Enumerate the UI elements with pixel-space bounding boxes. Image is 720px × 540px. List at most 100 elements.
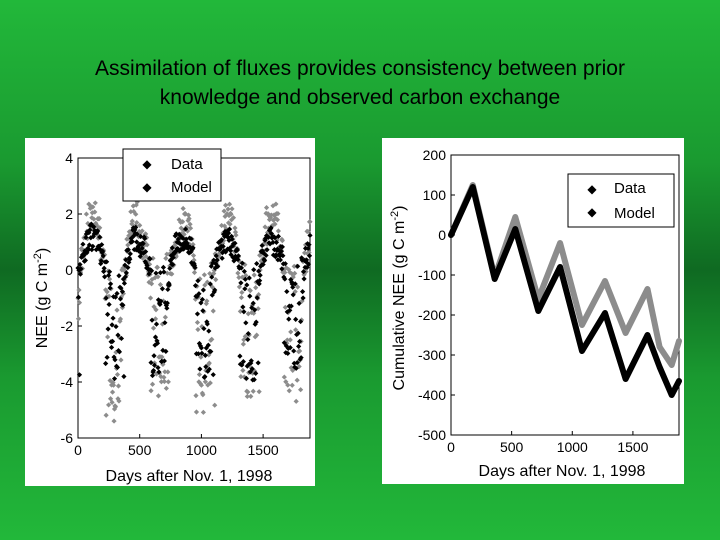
data-point — [78, 266, 84, 272]
data-point — [82, 257, 89, 264]
model-series-line — [448, 184, 682, 398]
data-point — [200, 287, 206, 293]
data-point — [137, 222, 143, 228]
data-point — [259, 242, 265, 249]
data-point — [202, 374, 208, 380]
legend-model-marker: ◆ — [142, 180, 152, 194]
x-axis-ticks: 0 500 1000 1500 — [447, 431, 649, 455]
data-point — [127, 251, 133, 257]
data-point — [133, 211, 139, 217]
data-point — [226, 201, 233, 207]
data-point — [206, 328, 212, 334]
data-point — [184, 242, 191, 249]
data-point — [160, 264, 166, 270]
data-point — [282, 269, 288, 276]
data-point — [301, 276, 307, 282]
data-point — [190, 241, 196, 248]
cumulative-nee-chart: 0 500 1000 1500 -500 -400 -300 -200 -100 0 100 200… — [389, 147, 682, 480]
data-point — [253, 370, 259, 377]
data-point — [141, 250, 147, 256]
data-point — [294, 331, 300, 338]
data-point — [305, 228, 311, 235]
data-point — [210, 308, 216, 314]
y-axis-label-main: NEE (g C m — [34, 263, 51, 348]
data-point — [251, 272, 257, 278]
data-point — [279, 238, 285, 244]
data-point — [191, 269, 198, 276]
data-point — [138, 233, 144, 240]
legend-model-label: Model — [171, 179, 212, 196]
y-tick-label: -100 — [418, 267, 446, 283]
data-point — [278, 248, 284, 254]
data-point — [134, 219, 140, 226]
x-tick-label: 1500 — [248, 442, 279, 458]
x-tick-label: 0 — [74, 442, 82, 458]
data-point — [112, 404, 119, 410]
data-point — [227, 247, 234, 254]
data-point — [296, 343, 302, 349]
data-point — [205, 342, 211, 348]
data-point — [107, 281, 114, 287]
data-point — [295, 263, 301, 269]
y-tick-label: -500 — [418, 427, 446, 443]
data-point — [273, 252, 279, 258]
data-point — [214, 257, 220, 263]
data-point — [235, 270, 241, 276]
x-tick-label: 500 — [500, 439, 524, 455]
data-point — [242, 276, 248, 282]
data-point — [254, 261, 260, 267]
legend-model-label: Model — [614, 205, 655, 222]
legend-box — [567, 173, 675, 228]
y-axis-ticks: -6 -4 -2 0 2 4 — [61, 150, 82, 446]
data-point — [282, 276, 288, 282]
data-point — [287, 269, 293, 275]
data-point — [134, 239, 140, 245]
data-point — [260, 261, 266, 268]
data-point — [91, 224, 97, 230]
data-point — [227, 221, 233, 227]
data-point — [114, 364, 121, 371]
data-point — [184, 240, 190, 246]
data-point — [246, 361, 252, 368]
data-point — [100, 248, 106, 254]
data-point — [176, 231, 182, 237]
data-point — [111, 354, 117, 360]
data-point — [209, 292, 215, 298]
data-point — [104, 289, 110, 295]
data-point — [118, 357, 124, 363]
data-point — [196, 371, 203, 378]
data-point — [101, 268, 107, 275]
data-point — [245, 336, 251, 343]
x-axis-ticks: 0 500 1000 1500 — [74, 434, 279, 458]
data-point — [165, 379, 171, 385]
data-point — [250, 300, 256, 306]
data-point — [163, 385, 169, 391]
data-point — [187, 221, 193, 227]
data-point — [208, 348, 214, 355]
data-point — [202, 282, 208, 288]
data-point — [272, 221, 278, 227]
data-point — [109, 322, 115, 328]
data-point — [272, 235, 278, 241]
data-point — [125, 242, 131, 248]
data-point — [198, 382, 205, 388]
data-point — [293, 327, 299, 333]
data-point — [95, 235, 101, 241]
x-axis-label: Days after Nov. 1, 1998 — [106, 468, 273, 485]
data-point — [195, 278, 201, 284]
data-point — [153, 307, 159, 313]
data-point — [180, 235, 186, 241]
data-point — [111, 418, 117, 424]
data-point — [199, 324, 205, 330]
data-point — [286, 316, 292, 322]
y-axis-ticks: -500 -400 -300 -200 -100 0 100 200 — [418, 147, 455, 443]
data-point — [284, 288, 290, 295]
data-point — [237, 353, 243, 359]
data-point — [243, 272, 249, 279]
x-tick-label: 0 — [447, 439, 455, 455]
data-point — [162, 314, 168, 320]
data-point — [279, 266, 285, 272]
data-point — [240, 304, 246, 310]
data-point — [247, 293, 253, 299]
data-point — [82, 248, 88, 254]
